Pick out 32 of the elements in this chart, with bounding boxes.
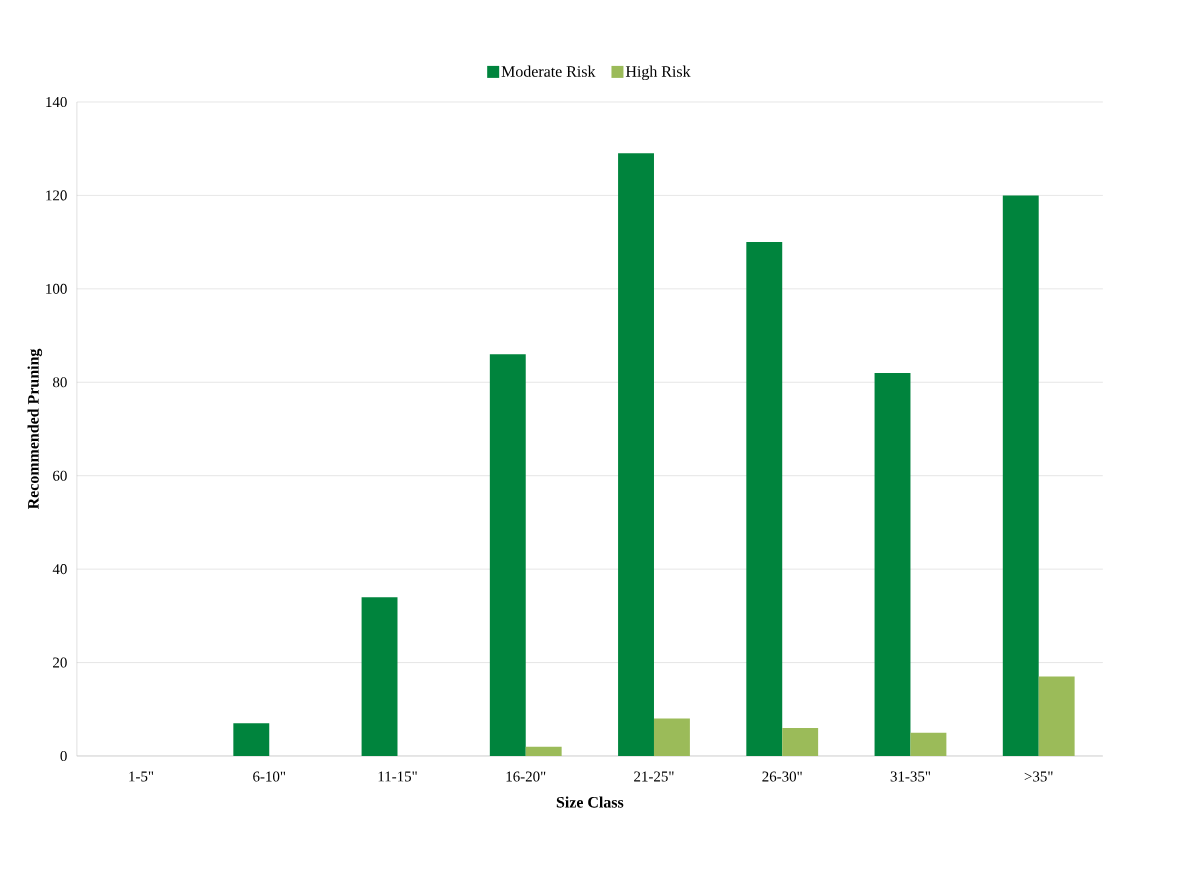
- x-tick-label: 6-10": [253, 771, 286, 782]
- x-tick-label: 21-25": [634, 771, 674, 782]
- bar: [1038, 676, 1075, 756]
- x-tick-label: >35": [1024, 771, 1053, 782]
- bar: [489, 354, 526, 756]
- x-tick-label: 1-5": [129, 771, 154, 782]
- bar: [874, 372, 911, 756]
- y-tick-label: 20: [53, 657, 67, 668]
- legend-label: Moderate Risk: [501, 65, 596, 77]
- x-tick-label: 26-30": [762, 771, 802, 782]
- legend-label: High Risk: [625, 65, 691, 81]
- bar: [653, 718, 690, 756]
- x-tick-label: 31-35": [890, 771, 931, 782]
- bar: [746, 242, 783, 756]
- bar: [782, 727, 819, 756]
- y-tick-label: 40: [52, 564, 67, 575]
- bar: [1002, 195, 1039, 756]
- y-tick-label: 60: [53, 470, 67, 481]
- bar: [233, 723, 270, 756]
- y-tick-label: 100: [46, 283, 67, 294]
- bar: [910, 732, 947, 756]
- y-tick-label: 140: [46, 96, 67, 108]
- x-tick-label: 11-15": [378, 771, 417, 782]
- y-axis-title: Recommended Pruning: [27, 348, 43, 510]
- y-tick-label: 120: [46, 190, 67, 201]
- x-axis-title: Size Class: [556, 796, 624, 808]
- y-tick-label: 0: [60, 750, 67, 762]
- x-tick-label: 16-20": [506, 771, 546, 782]
- y-tick-label: 80: [52, 377, 67, 388]
- bar: [361, 597, 398, 756]
- bar: [525, 746, 562, 756]
- bar: [618, 153, 654, 756]
